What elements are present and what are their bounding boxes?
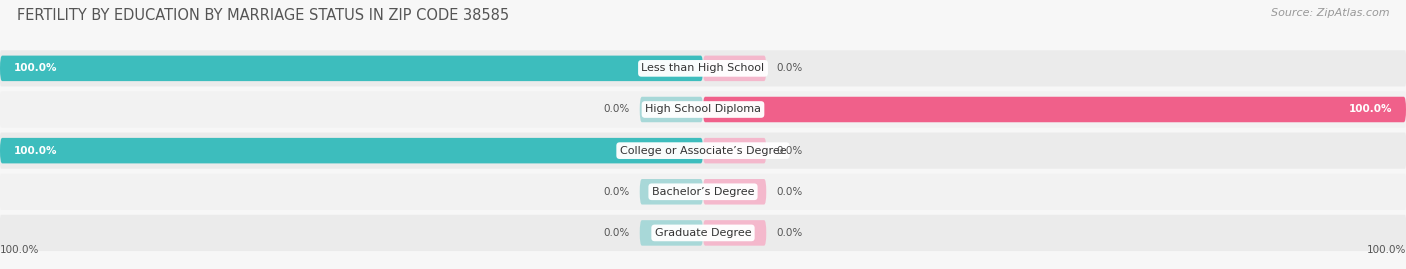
Text: 0.0%: 0.0% [778,187,803,197]
Text: 0.0%: 0.0% [603,187,630,197]
Text: 100.0%: 100.0% [1348,104,1392,115]
Text: FERTILITY BY EDUCATION BY MARRIAGE STATUS IN ZIP CODE 38585: FERTILITY BY EDUCATION BY MARRIAGE STATU… [17,8,509,23]
FancyBboxPatch shape [703,97,1406,122]
Text: 0.0%: 0.0% [778,146,803,156]
FancyBboxPatch shape [0,138,703,163]
FancyBboxPatch shape [0,133,1406,169]
FancyBboxPatch shape [703,179,766,204]
FancyBboxPatch shape [640,97,703,122]
FancyBboxPatch shape [0,91,1406,128]
FancyBboxPatch shape [0,50,1406,86]
Text: Graduate Degree: Graduate Degree [655,228,751,238]
Text: 100.0%: 100.0% [0,245,39,255]
Text: 0.0%: 0.0% [603,228,630,238]
Text: High School Diploma: High School Diploma [645,104,761,115]
FancyBboxPatch shape [640,220,703,246]
Text: 0.0%: 0.0% [603,104,630,115]
Text: 100.0%: 100.0% [1367,245,1406,255]
FancyBboxPatch shape [0,174,1406,210]
Text: 100.0%: 100.0% [14,146,58,156]
Text: Bachelor’s Degree: Bachelor’s Degree [652,187,754,197]
Text: College or Associate’s Degree: College or Associate’s Degree [620,146,786,156]
Text: Less than High School: Less than High School [641,63,765,73]
Text: 100.0%: 100.0% [14,63,58,73]
Text: 0.0%: 0.0% [778,63,803,73]
FancyBboxPatch shape [703,56,766,81]
Text: 0.0%: 0.0% [778,228,803,238]
FancyBboxPatch shape [703,138,766,163]
FancyBboxPatch shape [0,56,703,81]
FancyBboxPatch shape [0,215,1406,251]
FancyBboxPatch shape [703,220,766,246]
Text: Source: ZipAtlas.com: Source: ZipAtlas.com [1271,8,1389,18]
FancyBboxPatch shape [640,179,703,204]
